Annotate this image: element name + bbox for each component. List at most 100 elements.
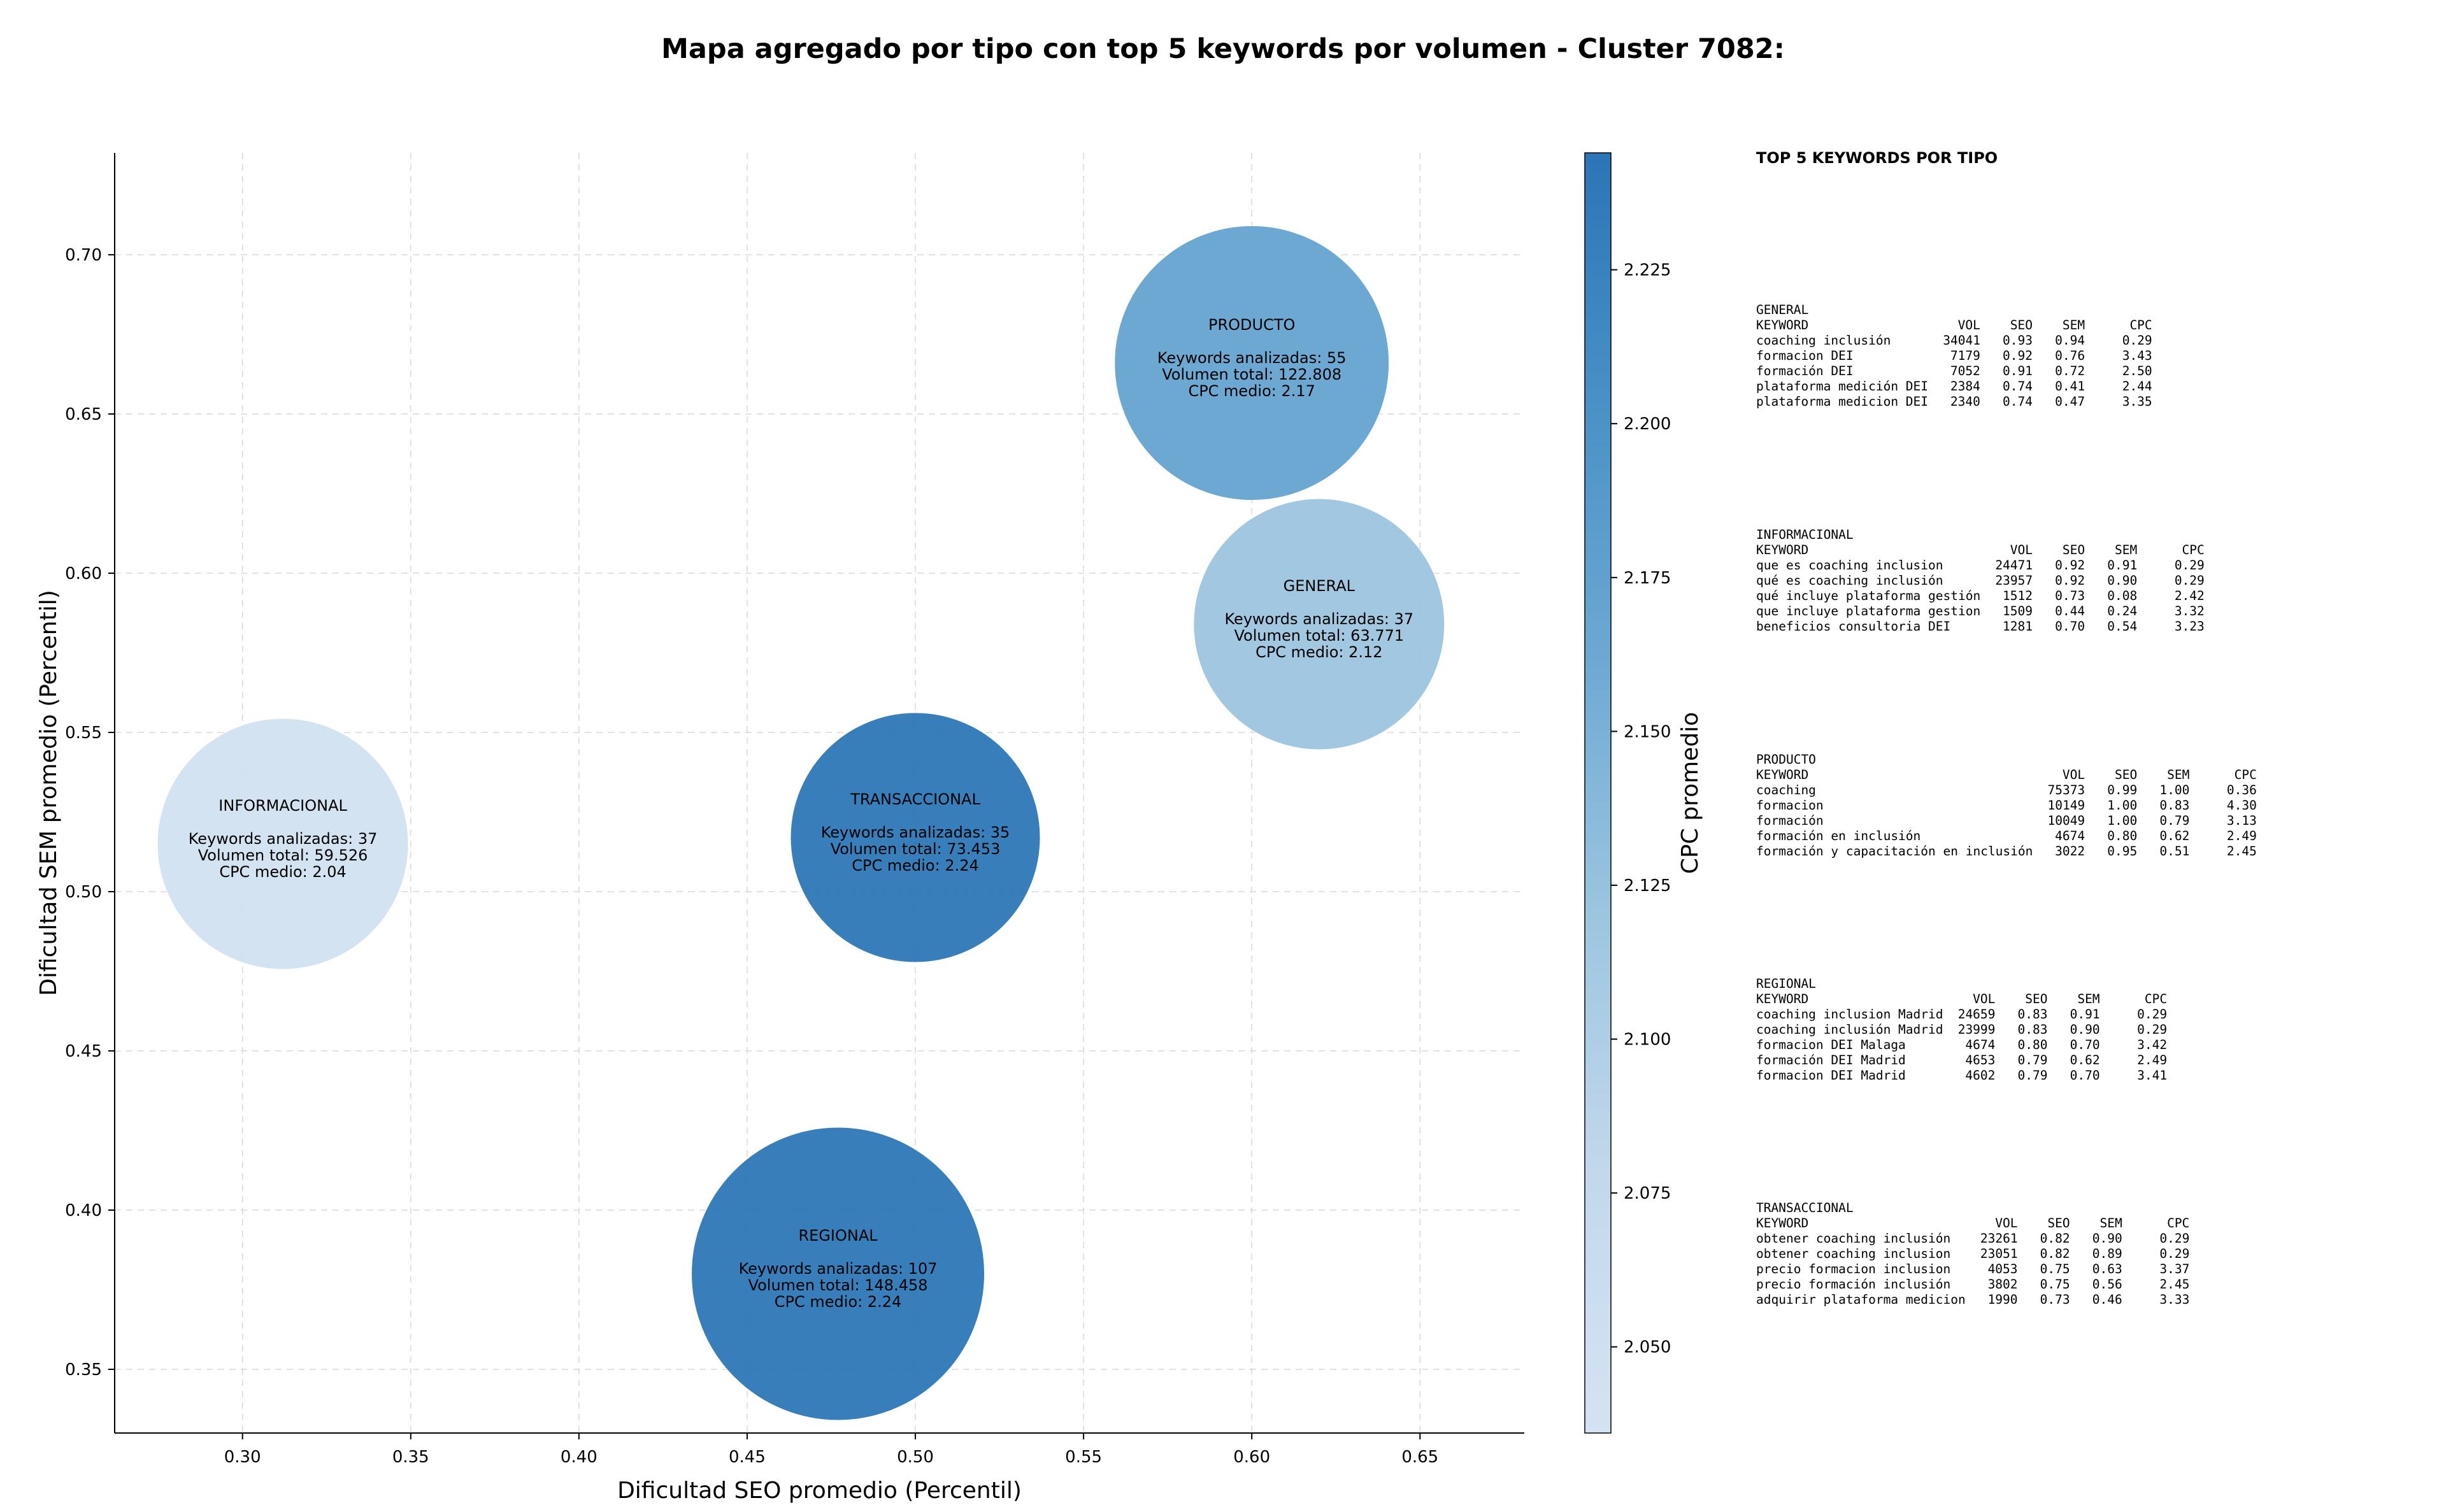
cell-sem: 0.83 [2159, 798, 2190, 813]
cell-sem: 0.76 [2055, 348, 2085, 363]
cell-sem: 0.56 [2092, 1277, 2122, 1292]
kw-section-type: PRODUCTO [1756, 752, 1816, 767]
cell-seo: 0.92 [2055, 573, 2085, 588]
cell-seo: 0.73 [2055, 588, 2085, 603]
cell-cpc: 2.49 [2226, 829, 2257, 843]
col-seo: SEO [2010, 318, 2033, 332]
cell-seo: 0.82 [2040, 1246, 2070, 1261]
cell-keyword: obtener coaching inclusión [1756, 1231, 1951, 1246]
bubble-label-keywords: Keywords analizadas: 107 [739, 1260, 938, 1278]
chart-title: Mapa agregado por tipo con top 5 keyword… [661, 33, 1785, 65]
cell-sem: 0.24 [2107, 604, 2138, 618]
kw-section-transaccional: TRANSACCIONAL KEYWORD VOL SEO SEM CPC obtener … [1756, 1201, 2189, 1308]
kw-row: formacion DEI 7179 0.92 0.76 3.43 [1756, 348, 2152, 364]
cell-seo: 0.80 [2017, 1038, 2048, 1052]
bubble-label-volume: Volumen total: 148.458 [748, 1276, 928, 1294]
kw-header-row: KEYWORD VOL SEO SEM CPC [1756, 543, 2205, 558]
kw-row: formacion DEI Madrid 4602 0.79 0.70 3.41 [1756, 1068, 2167, 1083]
kw-row: precio formación inclusión 3802 0.75 0.56 2.… [1756, 1277, 2189, 1292]
col-keyword: KEYWORD [1756, 767, 1809, 782]
cell-keyword: formación DEI Madrid [1756, 1053, 1906, 1067]
cell-sem: 0.08 [2107, 588, 2138, 603]
col-seo: SEO [2062, 543, 2085, 557]
x-tick-label: 0.60 [1233, 1448, 1270, 1467]
colorbar-bar [1584, 152, 1612, 1434]
cell-keyword: obtener coaching inclusion [1756, 1246, 1951, 1261]
col-sem: SEM [2077, 992, 2100, 1006]
cell-cpc: 3.32 [2174, 604, 2205, 618]
cell-keyword: formación y capacitación en inclusión [1756, 844, 2033, 859]
cell-sem: 0.90 [2107, 573, 2138, 588]
col-seo: SEO [2047, 1216, 2070, 1230]
cell-sem: 0.91 [2070, 1007, 2100, 1022]
cell-cpc: 0.36 [2226, 783, 2257, 797]
bubble-regional [691, 1127, 985, 1421]
col-sem: SEM [2099, 1216, 2122, 1230]
cell-keyword: que es coaching inclusion [1756, 558, 1943, 573]
kw-section-general: GENERAL KEYWORD VOL SEO SEM CPC coaching inclu… [1756, 303, 2152, 410]
cell-vol: 10149 [2047, 798, 2085, 813]
kw-row: formacion 10149 1.00 0.83 4.30 [1756, 798, 2257, 813]
cell-seo: 0.79 [2017, 1053, 2048, 1067]
cell-vol: 10049 [2047, 813, 2085, 828]
cell-keyword: formación DEI [1756, 364, 1854, 378]
cell-sem: 0.91 [2107, 558, 2138, 573]
colorbar-tick-label: 2.225 [1624, 261, 1671, 280]
cell-keyword: coaching inclusión Madrid [1756, 1022, 1943, 1037]
cell-cpc: 4.30 [2226, 798, 2257, 813]
cell-cpc: 0.29 [2137, 1007, 2168, 1022]
colorbar-tick-label: 2.075 [1624, 1184, 1671, 1203]
cell-vol: 7052 [1950, 364, 1980, 378]
cell-seo: 1.00 [2107, 813, 2138, 828]
col-vol: VOL [2010, 543, 2033, 557]
col-vol: VOL [2062, 767, 2085, 782]
cell-seo: 0.74 [2003, 379, 2033, 394]
cell-sem: 0.70 [2070, 1038, 2100, 1052]
kw-row: formación DEI Madrid 4653 0.79 0.62 2.49 [1756, 1053, 2167, 1068]
cell-keyword: plataforma medicion DEI [1756, 394, 1929, 409]
kw-row: adquirir plataforma medicion 1990 0.73 0.46… [1756, 1292, 2189, 1308]
cell-cpc: 0.29 [2159, 1231, 2190, 1246]
cell-cpc: 3.23 [2174, 619, 2205, 634]
bubble-label-volume: Volumen total: 122.808 [1162, 366, 1341, 383]
y-tick-label: 0.55 [65, 724, 102, 743]
cell-sem: 0.41 [2055, 379, 2085, 394]
cell-vol: 3022 [2055, 844, 2085, 859]
kw-row: formación en inclusión 4674 0.80 0.62 2.49 [1756, 829, 2257, 844]
cell-keyword: formación [1756, 813, 1824, 828]
x-tick-label: 0.40 [561, 1448, 597, 1467]
cell-cpc: 2.42 [2174, 588, 2205, 603]
cell-cpc: 0.29 [2137, 1022, 2168, 1037]
cell-vol: 4674 [2055, 829, 2085, 843]
cell-keyword: beneficios consultoria DEI [1756, 619, 1951, 634]
cell-sem: 0.62 [2159, 829, 2190, 843]
cell-keyword: formacion DEI Madrid [1756, 1068, 1906, 1083]
cell-vol: 1990 [1987, 1292, 2018, 1307]
axes: 0.30 0.35 0.40 0.45 0.50 0.55 0.60 0.65 0.35 0.40… [36, 153, 1524, 1504]
colorbar-tick-label: 2.050 [1624, 1338, 1671, 1357]
cell-seo: 0.80 [2107, 829, 2138, 843]
y-tick-label: 0.60 [65, 564, 102, 583]
kw-row: formación 10049 1.00 0.79 3.13 [1756, 813, 2257, 829]
cell-seo: 0.74 [2003, 394, 2033, 409]
cell-keyword: qué es coaching inclusión [1756, 573, 1943, 588]
colorbar-tick-label: 2.150 [1624, 722, 1671, 741]
col-sem: SEM [2167, 767, 2190, 782]
cell-seo: 0.44 [2055, 604, 2085, 618]
bubble-label-type: TRANSACCIONAL [850, 790, 980, 808]
kw-row: formacion DEI Malaga 4674 0.80 0.70 3.42 [1756, 1038, 2167, 1053]
cell-seo: 0.70 [2055, 619, 2085, 634]
x-tick-label: 0.55 [1065, 1448, 1102, 1467]
col-keyword: KEYWORD [1756, 992, 1809, 1006]
col-seo: SEO [2025, 992, 2048, 1006]
cell-seo: 0.91 [2003, 364, 2033, 378]
y-tick-label: 0.65 [65, 405, 102, 424]
bubble-producto [1114, 225, 1390, 501]
cell-cpc: 0.29 [2174, 558, 2205, 573]
cell-seo: 0.75 [2040, 1277, 2070, 1292]
cell-keyword: qué incluye plataforma gestión [1756, 588, 1981, 603]
bubble-label-volume: Volumen total: 73.453 [831, 840, 1001, 858]
cell-sem: 0.72 [2055, 364, 2085, 378]
